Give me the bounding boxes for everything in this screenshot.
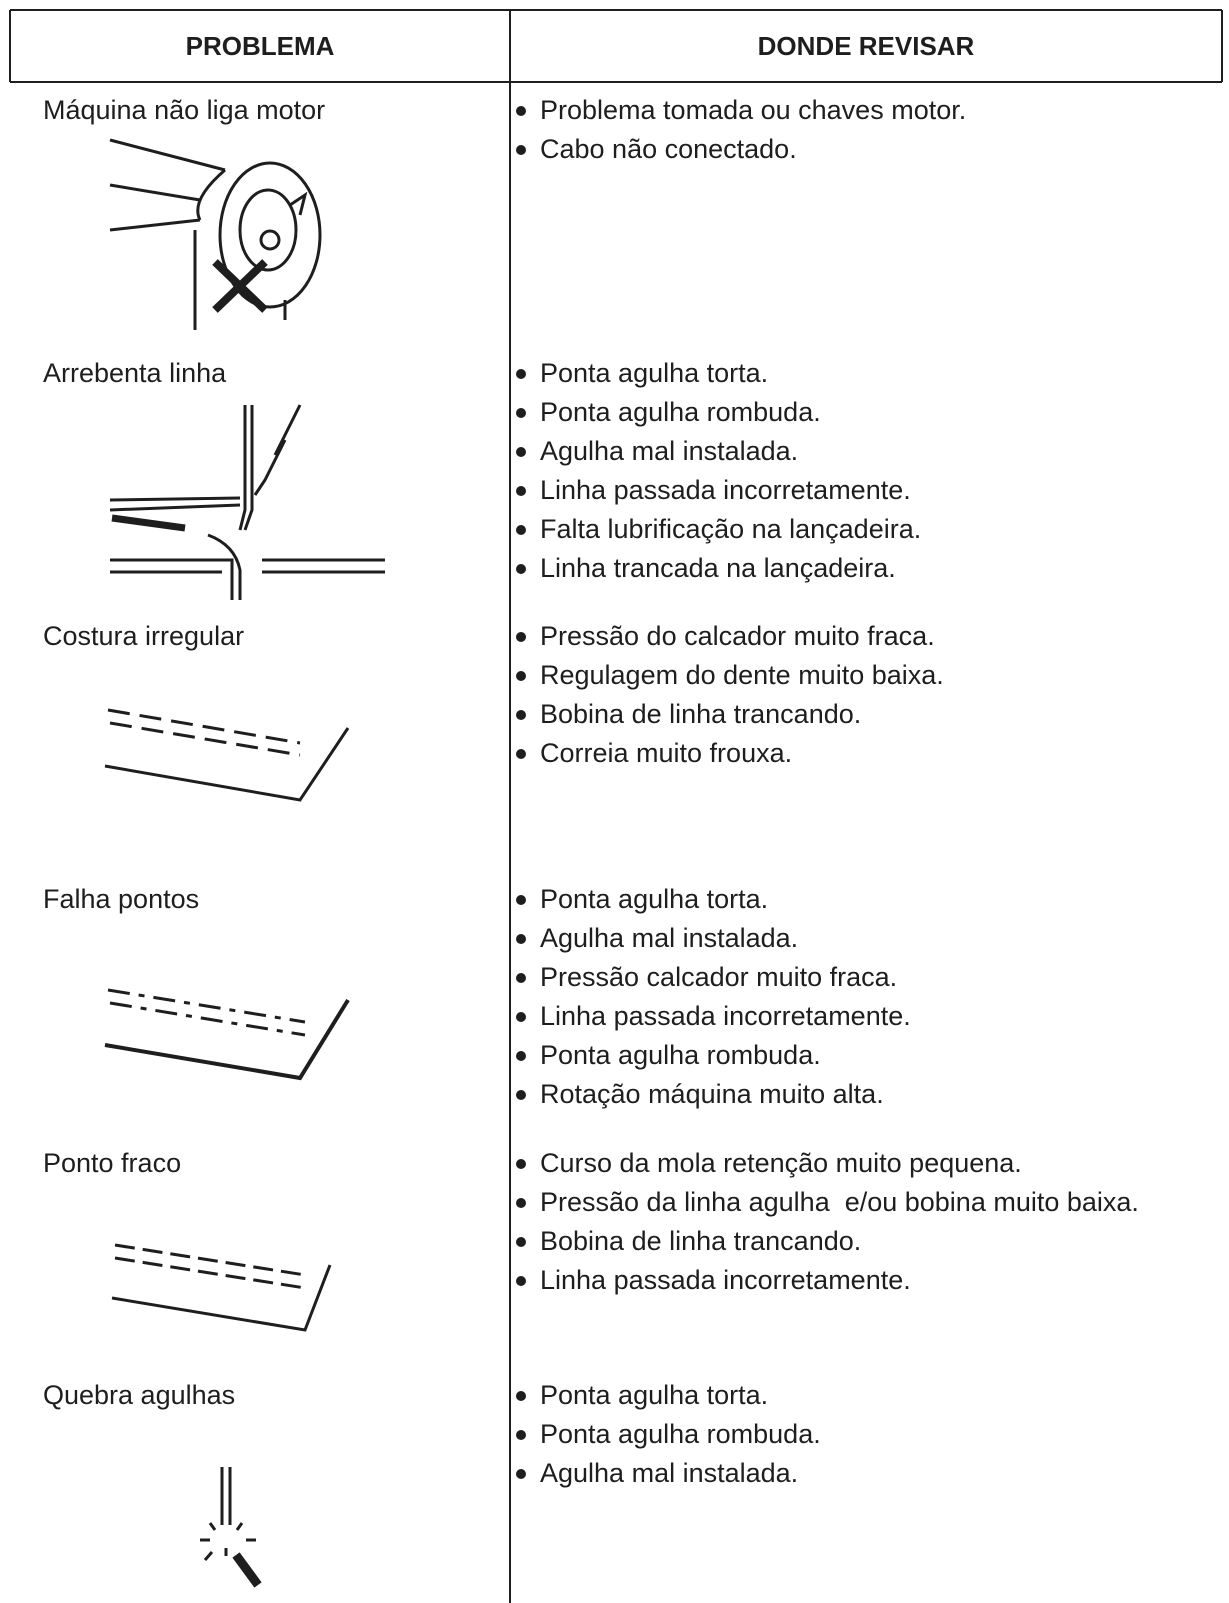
column-header: PROBLEMA bbox=[185, 31, 335, 61]
check-item: Ponta agulha rombuda. bbox=[516, 1040, 821, 1070]
check-item: Curso da mola retenção muito pequena. bbox=[516, 1148, 1022, 1178]
check-item: Falta lubrificação na lançadeira. bbox=[515, 514, 922, 544]
check-item: Rotação máquina muito alta. bbox=[516, 1079, 884, 1109]
check-item: Ponta agulha rombuda. bbox=[516, 1419, 821, 1449]
motor-illustration bbox=[109, 138, 322, 330]
problem-text: Quebra agulhas bbox=[43, 1380, 236, 1410]
check-item: Linha passada incorretamente. bbox=[516, 1001, 911, 1031]
check-item: Correia muito frouxa. bbox=[515, 738, 793, 768]
problem-text: Arrebenta linha bbox=[43, 358, 227, 388]
thread-break-illustration bbox=[109, 404, 385, 600]
check-item: Linha trancada na lançadeira. bbox=[516, 553, 896, 583]
problem-text: Ponto fraco bbox=[43, 1148, 182, 1178]
problem-text: Falha pontos bbox=[43, 884, 200, 914]
check-item: Agulha mal instalada. bbox=[515, 1458, 799, 1488]
check-item: Agulha mal instalada. bbox=[515, 436, 799, 466]
check-item: Bobina de linha trancando. bbox=[515, 699, 862, 729]
skip-illustration bbox=[104, 988, 350, 1081]
problem-text: Máquina não liga motor bbox=[43, 95, 326, 125]
check-item: Problema tomada ou chaves motor. bbox=[515, 95, 967, 125]
check-item: Pressão calcador muito fraca. bbox=[515, 962, 898, 992]
check-item: Cabo não conectado. bbox=[516, 134, 797, 164]
check-item: Linha passada incorretamente. bbox=[516, 475, 911, 505]
needle-break-illustration bbox=[200, 1467, 262, 1588]
check-item: Pressão da linha agulha e/ou bobina muit… bbox=[516, 1187, 1139, 1217]
check-item: Linha passada incorretamente. bbox=[516, 1265, 911, 1295]
check-item: Ponta agulha torta. bbox=[515, 358, 769, 388]
check-item: Pressão do calcador muito fraca. bbox=[516, 621, 935, 651]
weak-stitch-illustration bbox=[111, 1243, 332, 1332]
check-item: Ponta agulha torta. bbox=[515, 1380, 769, 1410]
check-item: Ponta agulha rombuda. bbox=[516, 397, 821, 427]
stitch-illustration bbox=[104, 708, 350, 802]
check-item: Agulha mal instalada. bbox=[515, 923, 799, 953]
column-header: DONDE REVISAR bbox=[757, 31, 975, 61]
check-item: Bobina de linha trancando. bbox=[515, 1226, 862, 1256]
check-item: Ponta agulha torta. bbox=[515, 884, 769, 914]
problem-text: Costura irregular bbox=[43, 621, 245, 651]
check-item: Regulagem do dente muito baixa. bbox=[516, 660, 944, 690]
